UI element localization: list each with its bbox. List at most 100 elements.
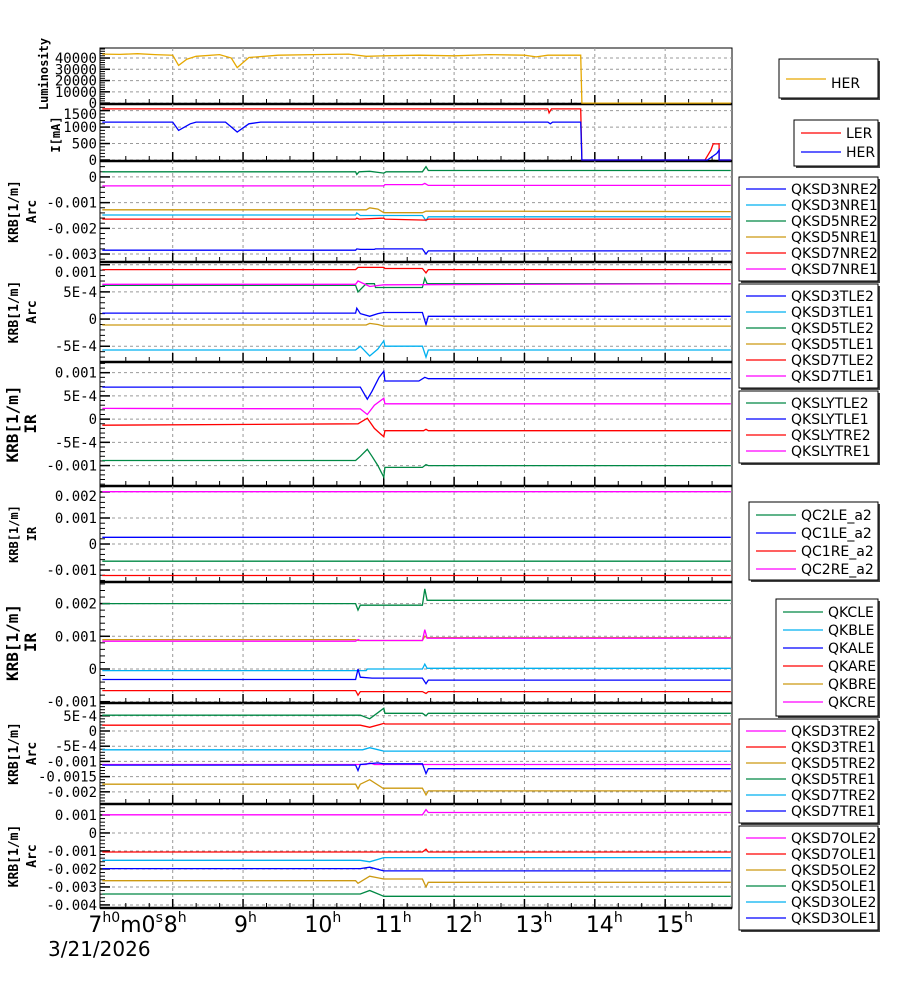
tick-number: 13 [515, 913, 543, 938]
y-tick-label: 1500 [63, 107, 97, 123]
series-line-QKSD3NRE1 [102, 211, 731, 222]
y-tick-label: -5E-4 [55, 435, 97, 451]
x-tick-label: 8h [164, 910, 187, 938]
y-axis-label: IR [21, 414, 40, 434]
legend-label: LER [846, 126, 873, 142]
series-line-QKSD3OLE2 [102, 856, 731, 863]
y-tick-label: 0 [89, 724, 97, 740]
series-line-QKSLYTLE2 [102, 448, 731, 480]
series-line-QKSD5OLE2 [102, 875, 731, 889]
series-line-QKSD5OLE1 [102, 889, 731, 897]
legend-label: QKSD5TLE2 [791, 321, 874, 337]
y-tick-label: 500 [72, 137, 97, 153]
x-tick-label: 15h [656, 910, 693, 938]
y-tick-label: -0.004 [46, 898, 97, 914]
series-line-QKSD7TLE2 [102, 266, 731, 274]
legend-label: QKALE [828, 641, 874, 657]
legend-label: QKSD5TLE1 [791, 337, 874, 353]
y-tick-label: 0 [89, 826, 97, 842]
y-tick-label: -0.001 [46, 459, 97, 475]
y-axis-label: Luminosity [37, 38, 51, 110]
y-tick-label: -0.0015 [38, 770, 97, 786]
y-axis-label: KRB[1/m] [3, 385, 22, 462]
y-tick-label: 0 [89, 537, 97, 553]
series-line-QKSLYTRE2 [102, 417, 731, 439]
y-axis-label: I[mA] [49, 116, 63, 152]
legend-label: QKSD3OLE1 [791, 911, 876, 927]
legend-label: QKSD7OLE2 [791, 831, 876, 847]
y-tick-label: -0.002 [46, 862, 97, 878]
tick-number: m0 [120, 913, 155, 938]
y-tick-label: -0.001 [46, 695, 97, 711]
x-tick-label: 14h [586, 910, 623, 938]
tick-number: 11 [375, 913, 403, 938]
legend-label: QKSD5NRE2 [791, 214, 878, 230]
series-line-QKSD5TLE1 [102, 322, 731, 327]
tick-number: 7 [88, 913, 102, 938]
series-line-QKSD7TLE1 [102, 280, 731, 288]
y-axis-label: Arc [25, 844, 40, 867]
tick-unit: s [156, 910, 163, 926]
legend-label: QC2LE_a2 [801, 508, 872, 524]
y-tick-label: 20000 [55, 74, 97, 90]
tick-number: 8 [164, 913, 178, 938]
legend-label: QKSD3TLE1 [791, 305, 874, 321]
y-tick-label: 0 [89, 96, 97, 112]
legend-box [738, 718, 879, 824]
y-axis-label: Arc [25, 300, 40, 323]
y-axis-label: IR [21, 633, 40, 653]
legend-panel-9: QKSD7OLE2QKSD7OLE1QKSD5OLE2QKSD5OLE1QKSD… [738, 825, 880, 932]
panel-8: 5E-40-5E-4-0.001-0.0015-0.002 KRB[1/m] Arc [7, 703, 732, 806]
legend-label: QKSD3OLE2 [791, 895, 876, 911]
legend-label: QKSD3NRE1 [791, 198, 878, 214]
legend-panel-1: HER [778, 58, 880, 100]
legend-label: QKSLYTRE2 [791, 428, 871, 444]
legend-panel-4: QKSD3TLE2QKSD3TLE1QKSD5TLE2QKSD5TLE1QKSD… [738, 283, 880, 390]
series-line-QKSD7NRE1 [102, 182, 731, 187]
y-tick-label: -0.003 [46, 247, 97, 263]
y-tick-label: -0.001 [46, 563, 97, 579]
legend-label: QKSD7OLE1 [791, 847, 876, 863]
legend-box [775, 598, 879, 717]
series-line-QKSD7TRE2 [102, 747, 731, 752]
series-line-QKARE [102, 689, 731, 697]
legend-panel-2: LER HER [793, 119, 880, 168]
series-line-QKSLYTLE1 [102, 369, 731, 401]
y-tick-label: -0.002 [46, 221, 97, 237]
date-label: 3/21/2026 [48, 937, 151, 961]
panel-3: 0 -0.001 -0.002 -0.003 KRB[1/m] Arc [7, 161, 732, 264]
y-tick-label: 5E-4 [63, 389, 97, 405]
series-line-QKSD3TLE1 [102, 339, 731, 360]
x-tick-label: 10h [304, 910, 341, 938]
y-tick-label: 1000 [63, 120, 97, 136]
y-tick-label: 0 [89, 312, 97, 328]
series-line-QKSD7OLE1 [102, 848, 731, 853]
y-tick-label: 0.001 [55, 265, 97, 281]
y-tick-label: 5E-4 [63, 285, 97, 301]
tick-unit: h [403, 910, 412, 926]
tick-unit: h [614, 910, 623, 926]
series-line-HER [102, 53, 731, 104]
y-tick-label: 10000 [55, 85, 97, 101]
legend-label: QC1RE_a2 [801, 544, 874, 560]
y-tick-label: 30000 [55, 62, 97, 78]
y-tick-label: -0.002 [46, 785, 97, 801]
y-tick-label: 0.001 [55, 366, 97, 382]
y-axis-label: Arc [25, 742, 40, 765]
panel-4: 0.001 5E-4 0 -5E-4 KRB[1/m] Arc [7, 262, 732, 364]
legend-label: QKSD3NRE2 [791, 182, 878, 198]
y-tick-label: 0 [89, 153, 97, 169]
x-tick-label: 9h [234, 910, 257, 938]
y-tick-label: 0.001 [55, 808, 97, 824]
x-tick-label: 12h [445, 910, 482, 938]
tick-number: 12 [445, 913, 473, 938]
legend-label: QKBRE [828, 677, 876, 693]
legend-label: QKSD7TLE1 [791, 369, 874, 385]
series-line-QKSD5TRE1 [102, 707, 731, 720]
legend-label: QC2RE_a2 [801, 562, 874, 578]
legend-panel-8: QKSD3TRE2QKSD3TRE1QKSD5TRE2QKSD5TRE1QKSD… [738, 718, 880, 825]
series-line-QKSD5TRE2 [102, 778, 731, 797]
